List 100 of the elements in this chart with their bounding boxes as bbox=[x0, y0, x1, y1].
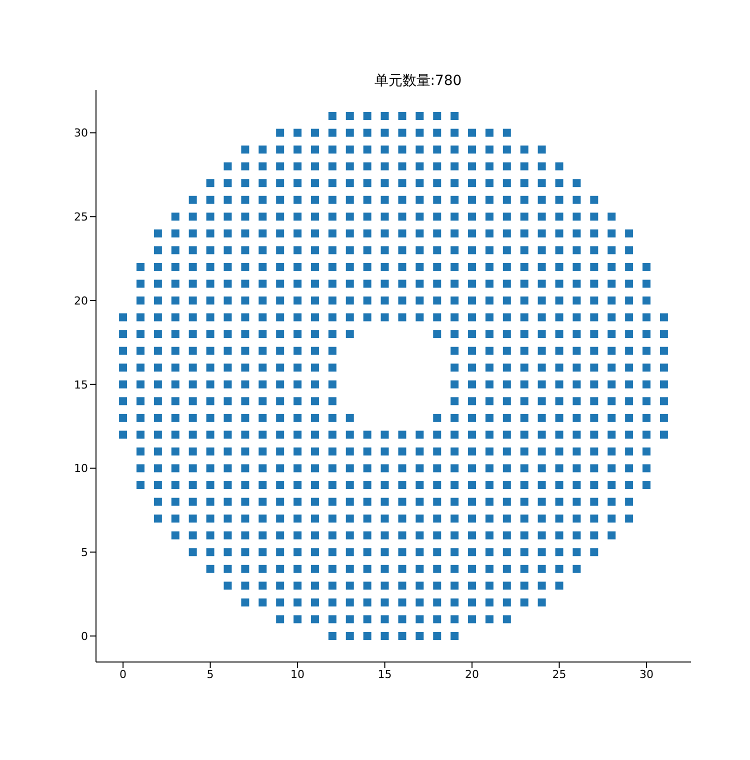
point bbox=[520, 262, 528, 271]
point bbox=[363, 598, 372, 606]
point bbox=[572, 229, 581, 238]
point bbox=[608, 246, 616, 254]
point bbox=[660, 397, 668, 406]
point bbox=[433, 229, 442, 238]
point bbox=[642, 380, 651, 388]
point bbox=[398, 262, 406, 271]
point bbox=[276, 548, 284, 556]
point bbox=[258, 246, 267, 254]
point bbox=[590, 531, 598, 540]
point bbox=[433, 330, 442, 338]
point bbox=[485, 447, 494, 456]
point bbox=[380, 179, 389, 188]
point bbox=[485, 531, 494, 540]
point bbox=[608, 280, 616, 288]
point bbox=[502, 313, 511, 322]
point bbox=[398, 447, 406, 456]
point bbox=[294, 280, 302, 288]
point bbox=[206, 364, 214, 372]
x-tick-label: 25 bbox=[552, 668, 566, 681]
point bbox=[241, 531, 250, 540]
point bbox=[188, 430, 197, 439]
point bbox=[346, 615, 354, 624]
point bbox=[294, 430, 302, 439]
point bbox=[416, 598, 424, 606]
point bbox=[171, 280, 180, 288]
point bbox=[136, 313, 144, 322]
point bbox=[398, 514, 406, 523]
point bbox=[485, 414, 494, 422]
point bbox=[258, 146, 267, 154]
point bbox=[502, 330, 511, 338]
point bbox=[206, 212, 214, 221]
point bbox=[328, 548, 336, 556]
point bbox=[520, 414, 528, 422]
point bbox=[241, 582, 250, 590]
point bbox=[206, 548, 214, 556]
point bbox=[608, 313, 616, 322]
point bbox=[433, 212, 442, 221]
point bbox=[590, 313, 598, 322]
point bbox=[171, 330, 180, 338]
point bbox=[188, 447, 197, 456]
point bbox=[520, 498, 528, 506]
point bbox=[380, 464, 389, 472]
point bbox=[328, 531, 336, 540]
point bbox=[450, 196, 459, 204]
point bbox=[555, 364, 564, 372]
point bbox=[241, 430, 250, 439]
point bbox=[625, 464, 634, 472]
point bbox=[555, 514, 564, 523]
point bbox=[363, 262, 372, 271]
point bbox=[520, 330, 528, 338]
point bbox=[590, 414, 598, 422]
point bbox=[346, 262, 354, 271]
point bbox=[224, 531, 232, 540]
point bbox=[171, 464, 180, 472]
point bbox=[642, 296, 651, 305]
point bbox=[224, 498, 232, 506]
point bbox=[416, 498, 424, 506]
point bbox=[171, 346, 180, 355]
point bbox=[538, 162, 546, 170]
point bbox=[468, 531, 476, 540]
point bbox=[555, 447, 564, 456]
point bbox=[258, 212, 267, 221]
point bbox=[224, 330, 232, 338]
point bbox=[660, 380, 668, 388]
point bbox=[555, 346, 564, 355]
point bbox=[520, 296, 528, 305]
point bbox=[572, 196, 581, 204]
point bbox=[608, 229, 616, 238]
point bbox=[433, 112, 442, 120]
point bbox=[328, 262, 336, 271]
point bbox=[468, 196, 476, 204]
point bbox=[538, 229, 546, 238]
point bbox=[310, 615, 319, 624]
point bbox=[258, 380, 267, 388]
point bbox=[468, 280, 476, 288]
point bbox=[346, 296, 354, 305]
point bbox=[538, 447, 546, 456]
point bbox=[206, 330, 214, 338]
point bbox=[310, 531, 319, 540]
point bbox=[416, 464, 424, 472]
point bbox=[433, 498, 442, 506]
point bbox=[258, 514, 267, 523]
point bbox=[485, 364, 494, 372]
point bbox=[590, 280, 598, 288]
point bbox=[276, 582, 284, 590]
point bbox=[625, 481, 634, 490]
point bbox=[258, 564, 267, 573]
point bbox=[590, 498, 598, 506]
point bbox=[328, 464, 336, 472]
point bbox=[468, 162, 476, 170]
point bbox=[241, 313, 250, 322]
point bbox=[433, 196, 442, 204]
point bbox=[328, 615, 336, 624]
point bbox=[590, 262, 598, 271]
point bbox=[188, 313, 197, 322]
point bbox=[224, 280, 232, 288]
point bbox=[276, 196, 284, 204]
point bbox=[363, 229, 372, 238]
